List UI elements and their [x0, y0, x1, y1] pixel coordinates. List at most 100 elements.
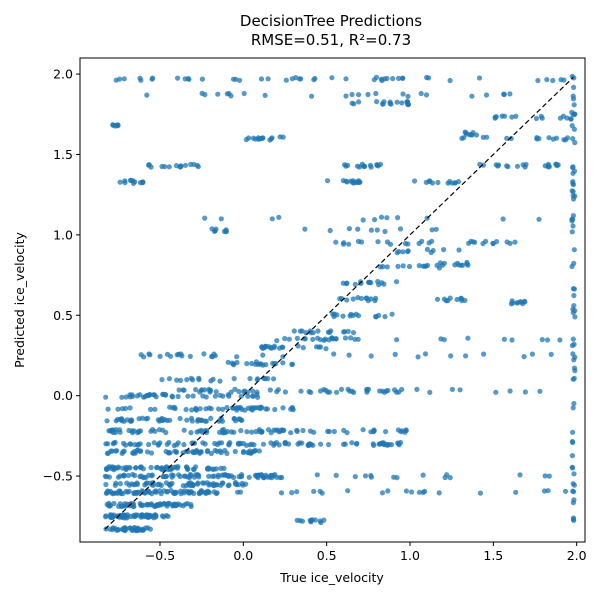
data-point — [151, 392, 157, 398]
data-point — [449, 386, 455, 392]
data-point — [570, 223, 576, 229]
data-point — [331, 428, 337, 435]
data-point — [161, 514, 167, 520]
data-point — [569, 465, 576, 471]
data-point — [521, 354, 527, 360]
data-point — [302, 226, 308, 232]
data-point — [436, 490, 442, 496]
data-point — [265, 376, 271, 382]
data-point — [501, 336, 507, 342]
data-point — [372, 217, 378, 223]
data-point — [134, 393, 140, 399]
data-point — [571, 168, 578, 174]
data-point — [183, 464, 190, 470]
data-point — [246, 474, 252, 480]
data-point — [384, 75, 390, 82]
data-point — [317, 344, 324, 350]
data-point — [115, 527, 121, 533]
data-point — [396, 442, 402, 448]
data-point — [297, 328, 303, 334]
data-point — [226, 482, 232, 488]
data-point — [435, 179, 441, 186]
data-point — [416, 489, 422, 495]
data-point — [206, 482, 212, 488]
data-point — [312, 75, 318, 82]
data-point — [374, 162, 380, 168]
data-point — [173, 489, 179, 495]
data-point — [460, 262, 466, 268]
data-point — [126, 488, 132, 494]
data-point — [177, 415, 183, 422]
data-point — [572, 368, 578, 374]
data-point — [249, 429, 255, 435]
data-point — [377, 264, 384, 270]
data-point — [396, 75, 402, 81]
data-point — [423, 179, 429, 185]
x-axis-ticks: −0.5 0.0 0.5 1.0 1.5 2.0 — [145, 542, 587, 563]
data-point — [276, 214, 282, 220]
data-point — [269, 475, 275, 481]
data-point — [570, 376, 576, 382]
data-point — [123, 442, 129, 448]
data-point — [394, 337, 400, 343]
data-point — [317, 388, 324, 394]
data-point — [122, 180, 128, 186]
data-point — [258, 76, 265, 82]
data-point — [148, 406, 154, 412]
data-point — [441, 260, 447, 266]
data-point — [514, 300, 520, 306]
data-point — [368, 429, 374, 435]
data-point — [196, 377, 202, 383]
data-point — [569, 109, 575, 115]
data-point — [476, 75, 483, 81]
data-point — [367, 162, 373, 168]
data-point — [234, 354, 240, 360]
data-point — [282, 389, 288, 395]
data-point — [286, 441, 292, 447]
data-point — [364, 389, 370, 395]
data-point — [258, 404, 264, 410]
data-point — [202, 441, 208, 447]
data-point — [259, 135, 265, 141]
data-point — [571, 292, 577, 299]
data-point — [152, 428, 158, 434]
data-point — [356, 179, 362, 185]
data-point — [145, 415, 151, 421]
data-point — [324, 178, 331, 184]
data-point — [180, 387, 186, 393]
data-point — [277, 474, 283, 481]
data-point — [313, 344, 320, 350]
data-point — [265, 76, 271, 82]
y-tick-label: 1.5 — [53, 147, 73, 162]
data-point — [415, 354, 421, 360]
data-point — [414, 386, 420, 392]
data-point — [127, 441, 133, 447]
data-point — [355, 336, 361, 342]
data-point — [298, 388, 304, 394]
data-point — [321, 337, 327, 343]
data-point — [323, 346, 329, 352]
data-point — [127, 405, 133, 411]
data-point — [135, 430, 141, 436]
data-point — [350, 296, 356, 302]
data-point — [403, 428, 409, 434]
data-point — [155, 482, 161, 488]
data-point — [166, 481, 172, 487]
data-point — [211, 351, 217, 357]
data-point — [538, 113, 544, 119]
data-point — [308, 389, 314, 395]
x-tick-label: 0.5 — [317, 548, 337, 563]
data-point — [111, 500, 117, 507]
data-point — [268, 344, 274, 351]
y-tick-label: 2.0 — [53, 67, 73, 82]
data-point — [350, 330, 357, 336]
data-point — [177, 377, 184, 383]
data-point — [352, 281, 358, 287]
data-point — [177, 502, 183, 508]
data-point — [194, 429, 200, 435]
data-point — [390, 76, 396, 82]
data-point — [379, 280, 385, 286]
data-point — [569, 123, 575, 129]
data-point — [234, 359, 240, 366]
data-point — [490, 240, 496, 246]
